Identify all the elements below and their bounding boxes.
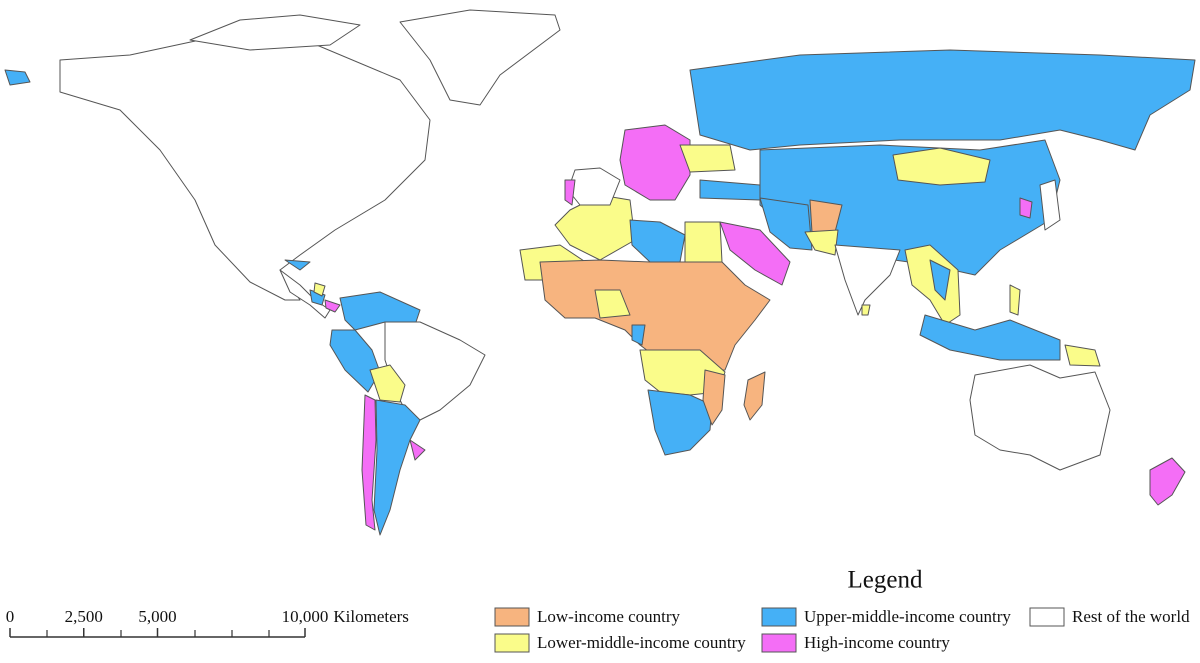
country [1009, 284, 1021, 316]
scale-unit: Kilometers [333, 607, 409, 626]
country [702, 369, 726, 426]
country [719, 221, 791, 286]
country [904, 244, 961, 326]
country [4, 69, 31, 86]
country [929, 259, 951, 301]
legend-label: Rest of the world [1072, 607, 1190, 626]
country [631, 324, 646, 346]
country [373, 399, 421, 536]
country [324, 299, 341, 313]
legend-label: High-income country [804, 633, 950, 652]
scale-label: 0 [6, 607, 15, 626]
country [594, 289, 631, 319]
scale-label: 5,000 [138, 607, 176, 626]
country [804, 229, 839, 256]
country [629, 219, 686, 263]
country [647, 389, 713, 456]
country [1039, 179, 1061, 231]
country [189, 14, 361, 51]
country [313, 282, 326, 297]
country [361, 394, 377, 531]
country [689, 49, 1196, 151]
country [564, 179, 576, 206]
legend-swatch [1029, 607, 1065, 627]
country [892, 147, 991, 186]
country [1064, 344, 1101, 367]
legend-label: Upper-middle-income country [804, 607, 1011, 626]
legend-swatch [761, 607, 797, 627]
country [743, 371, 766, 421]
country [399, 9, 561, 106]
legend-swatch [761, 633, 797, 653]
legend-label: Lower-middle-income country [537, 633, 746, 652]
scale-label: 2,500 [65, 607, 103, 626]
country [684, 221, 723, 263]
country [539, 259, 771, 373]
country [369, 364, 406, 403]
legend-label: Low-income country [537, 607, 681, 626]
country [567, 167, 621, 206]
country [699, 179, 761, 201]
country [969, 364, 1111, 471]
legend-swatch [494, 607, 530, 627]
country [834, 244, 901, 316]
country [619, 124, 691, 201]
country [284, 259, 311, 271]
scale-label: 10,000 [282, 607, 329, 626]
country [329, 329, 381, 393]
country [59, 37, 431, 301]
country [409, 439, 426, 461]
legend-title: Legend [848, 567, 923, 594]
country [1019, 197, 1033, 219]
country [759, 197, 813, 251]
country [1149, 457, 1186, 506]
country [919, 314, 1061, 361]
map-regions [4, 9, 1196, 536]
country [279, 269, 331, 319]
country [679, 144, 736, 173]
country [861, 304, 871, 316]
legend-swatch [494, 633, 530, 653]
scale-bar-minor-ticks [46, 630, 270, 637]
